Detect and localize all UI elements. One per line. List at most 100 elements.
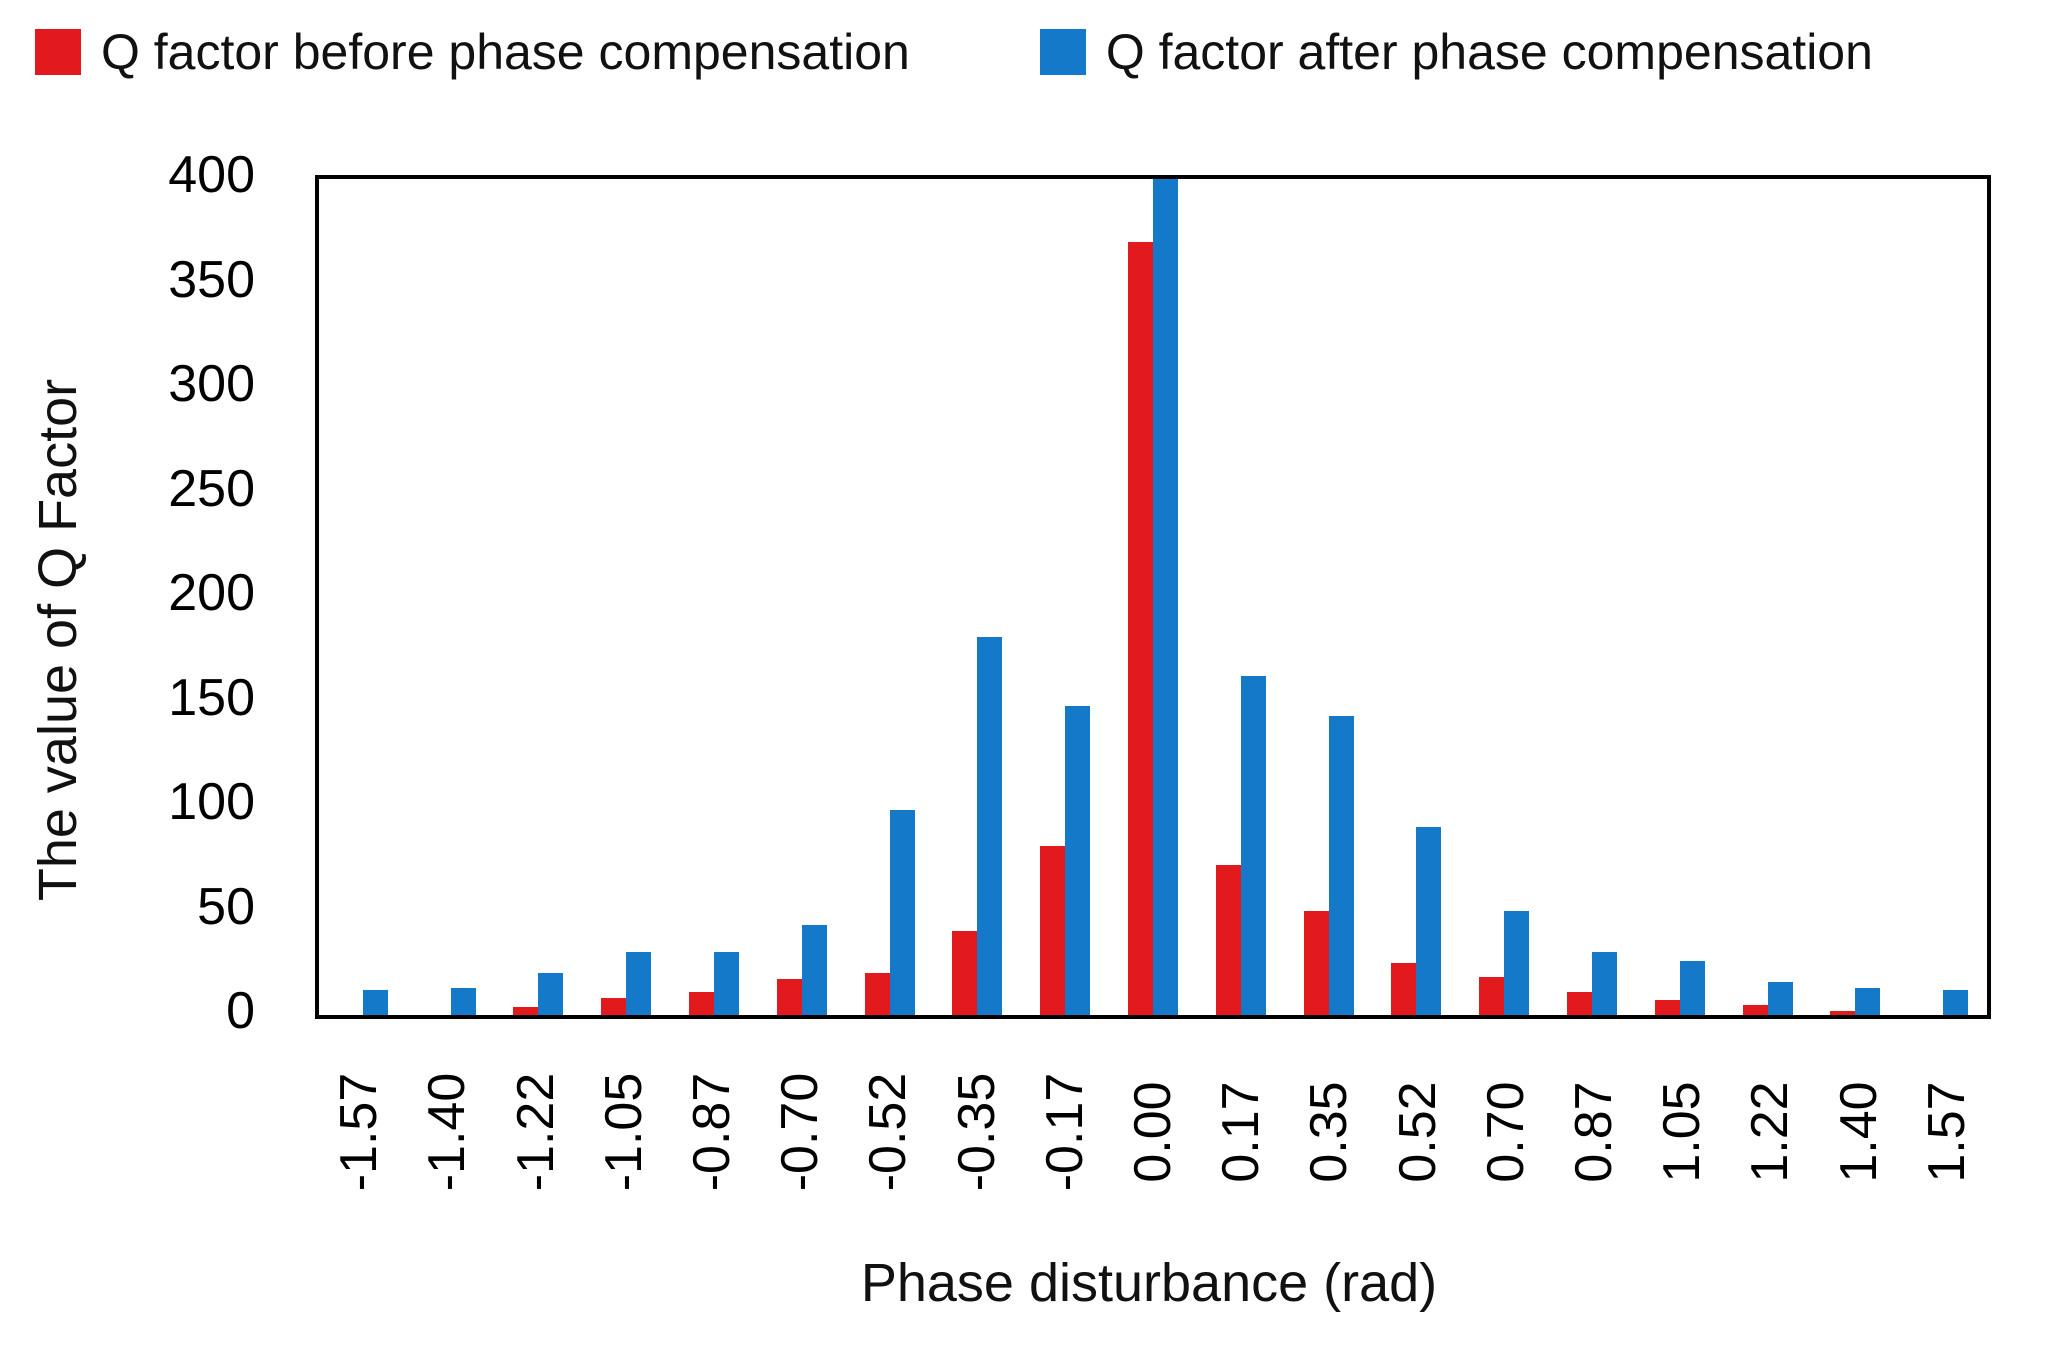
x-tick-cell-1.22: 1.22 (1726, 1024, 1814, 1239)
bar-group-1.57 (1899, 179, 1987, 1015)
x-tick--0.70: -0.70 (771, 1072, 830, 1191)
bar-before-0.35 (1303, 910, 1329, 1015)
x-tick-0.52: 0.52 (1388, 1080, 1447, 1183)
x-tick-cell--0.35: -0.35 (932, 1024, 1020, 1239)
bar-after--1.05 (626, 952, 652, 1015)
y-tick-250: 250 (168, 459, 255, 518)
bar-after-1.40 (1855, 987, 1881, 1015)
x-tick-0.35: 0.35 (1300, 1080, 1359, 1183)
bar-before-0.52 (1391, 962, 1417, 1015)
legend-swatch-after-icon (1039, 29, 1086, 75)
x-tick-1.05: 1.05 (1653, 1080, 1712, 1183)
x-tick-cell--1.57: -1.57 (315, 1024, 403, 1239)
x-tick-cell-0.00: 0.00 (1109, 1024, 1197, 1239)
bar-after-0.00 (1153, 179, 1179, 1015)
bar-after-0.35 (1328, 716, 1354, 1015)
y-tick-0: 0 (226, 982, 255, 1040)
bar-after--0.35 (977, 636, 1003, 1015)
bar-group--1.57 (319, 179, 407, 1015)
y-tick-200: 200 (168, 564, 255, 622)
x-tick-cell--1.22: -1.22 (491, 1024, 579, 1239)
bar-after--1.22 (538, 973, 564, 1015)
x-tick--1.57: -1.57 (330, 1072, 389, 1191)
x-tick-0.87: 0.87 (1564, 1080, 1623, 1183)
x-tick-cell-0.17: 0.17 (1197, 1024, 1285, 1239)
y-tick-100: 100 (168, 773, 255, 831)
x-axis-tick-labels: -1.57 -1.40 -1.22 -1.05 -0.87 -0.70 -0.52 -0.35… (315, 1024, 1991, 1239)
x-tick-cell-1.05: 1.05 (1638, 1024, 1726, 1239)
bar-after--0.17 (1065, 705, 1091, 1015)
x-tick-cell--0.70: -0.70 (756, 1024, 844, 1239)
bar-before-0.87 (1567, 992, 1593, 1015)
x-tick-cell--1.40: -1.40 (403, 1024, 491, 1239)
x-tick-0.17: 0.17 (1212, 1080, 1271, 1183)
legend-item-after: Q factor after phase compensation (1039, 24, 1873, 80)
bar-after--1.57 (362, 989, 388, 1015)
y-tick-50: 50 (197, 877, 255, 936)
legend-swatch-before-icon (35, 29, 81, 75)
bar-group-0.87 (1548, 179, 1636, 1015)
legend-item-before: Q factor before phase compensation (35, 24, 910, 80)
legend-label-after: Q factor after phase compensation (1105, 24, 1873, 80)
x-tick-cell--0.17: -0.17 (1021, 1024, 1109, 1239)
legend: Q factor before phase compensation Q fac… (35, 24, 1873, 80)
x-tick--0.17: -0.17 (1035, 1072, 1094, 1191)
x-tick-1.22: 1.22 (1741, 1080, 1800, 1183)
x-tick-cell--0.87: -0.87 (668, 1024, 756, 1239)
legend-label-before: Q factor before phase compensation (101, 24, 910, 80)
bar-group-1.22 (1724, 179, 1812, 1015)
x-tick-cell-0.70: 0.70 (1462, 1024, 1550, 1239)
bar-group-0.00 (1109, 179, 1197, 1015)
bar-group--0.17 (1021, 179, 1109, 1015)
bar-group--0.52 (846, 179, 934, 1015)
x-tick-cell-0.87: 0.87 (1550, 1024, 1638, 1239)
y-tick-300: 300 (168, 355, 255, 413)
y-tick-150: 150 (168, 668, 255, 727)
bar-group--1.40 (407, 179, 495, 1015)
x-tick-cell-1.40: 1.40 (1814, 1024, 1902, 1239)
x-tick-cell-0.52: 0.52 (1373, 1024, 1461, 1239)
x-tick-1.57: 1.57 (1917, 1080, 1976, 1183)
bar-after--1.40 (450, 987, 476, 1015)
bar-group-1.40 (1812, 179, 1900, 1015)
bar-after--0.87 (714, 952, 740, 1015)
bar-after--0.70 (801, 925, 827, 1015)
bar-group--0.70 (758, 179, 846, 1015)
x-tick-0.70: 0.70 (1476, 1080, 1535, 1183)
plot-area (315, 175, 1991, 1019)
bar-before--0.87 (689, 992, 715, 1015)
bar-after-1.57 (1943, 989, 1969, 1015)
bar-before--0.17 (1040, 845, 1066, 1015)
bar-before--0.35 (952, 931, 978, 1015)
bar-group-0.17 (1197, 179, 1285, 1015)
x-tick--0.87: -0.87 (682, 1072, 741, 1191)
x-tick-1.40: 1.40 (1829, 1080, 1888, 1183)
x-tick--0.52: -0.52 (859, 1072, 918, 1191)
bar-group--0.35 (934, 179, 1022, 1015)
bar-group-0.35 (1285, 179, 1373, 1015)
bar-after-0.87 (1592, 952, 1618, 1015)
x-tick--0.35: -0.35 (947, 1072, 1006, 1191)
bar-after-1.22 (1767, 981, 1793, 1015)
bar-before-0.70 (1479, 977, 1505, 1015)
bar-before-0.00 (1128, 241, 1154, 1015)
y-tick-400: 400 (168, 146, 255, 204)
bar-before--1.05 (601, 998, 627, 1015)
bar-before--1.22 (513, 1006, 539, 1015)
bar-before-1.05 (1654, 1000, 1680, 1015)
bar-group-0.70 (1460, 179, 1548, 1015)
bar-before--0.70 (776, 979, 802, 1015)
x-tick-0.00: 0.00 (1123, 1080, 1182, 1183)
bar-after-0.17 (1240, 676, 1266, 1015)
bar-group--1.05 (582, 179, 670, 1015)
bar-before-0.17 (1215, 864, 1241, 1015)
x-tick-cell--1.05: -1.05 (580, 1024, 668, 1239)
bar-before--0.52 (864, 973, 890, 1015)
x-axis-title: Phase disturbance (rad) (860, 1253, 1438, 1313)
bar-group--0.87 (670, 179, 758, 1015)
x-tick--1.05: -1.05 (594, 1072, 653, 1191)
bar-group-0.52 (1373, 179, 1461, 1015)
bar-before-1.22 (1742, 1004, 1768, 1015)
bar-after-0.70 (1504, 910, 1530, 1015)
